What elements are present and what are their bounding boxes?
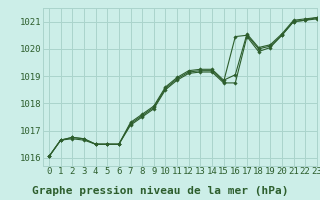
- Text: Graphe pression niveau de la mer (hPa): Graphe pression niveau de la mer (hPa): [32, 186, 288, 196]
